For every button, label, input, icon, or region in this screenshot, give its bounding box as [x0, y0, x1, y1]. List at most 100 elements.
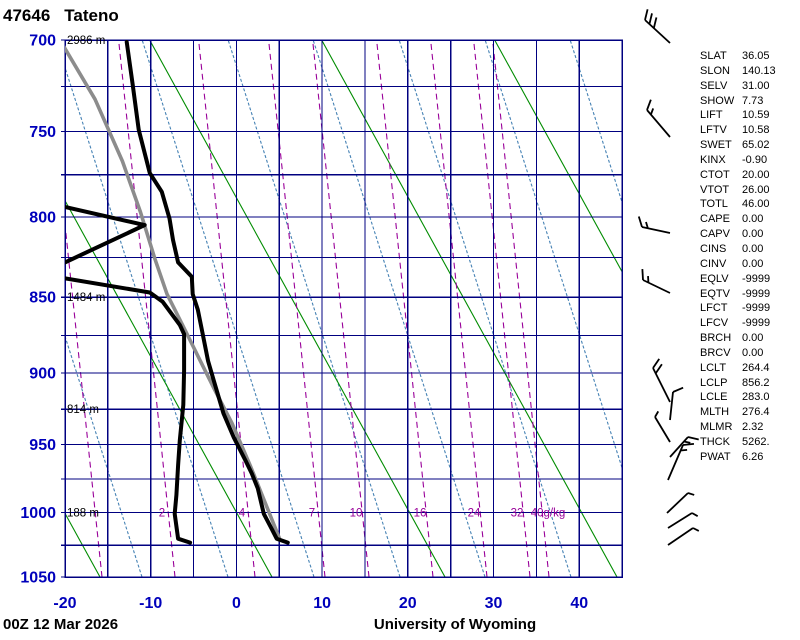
stat-row: SHOW 7.73 — [700, 94, 776, 109]
temperature-axis-label: 40 — [570, 595, 588, 612]
stat-label: CAPV — [700, 228, 730, 241]
stat-row: BRCH 0.00 — [700, 331, 776, 346]
stat-label: MLMR — [700, 421, 733, 434]
wind-barb-feather — [644, 9, 649, 21]
moist-adiabat-line — [65, 334, 143, 577]
stat-label: BRCH — [700, 332, 732, 345]
wind-barb-staff — [667, 512, 693, 529]
stat-row: LCLE 283.0 — [700, 390, 776, 405]
dry-adiabat-line — [494, 40, 623, 274]
stat-row: THCK 5262. — [700, 435, 776, 450]
wind-barb-feather — [645, 221, 649, 229]
stat-value: 10.58 — [742, 124, 770, 137]
dry-adiabat-lines — [65, 40, 623, 577]
stat-value: 0.00 — [742, 228, 764, 241]
mixing-ratio-label: 4 — [239, 507, 246, 519]
stat-row: SLAT 36.05 — [700, 49, 776, 64]
stat-row: LCLT 264.4 — [700, 361, 776, 376]
mixing-ratio-line — [376, 40, 434, 577]
stat-value: 36.05 — [742, 50, 770, 62]
stat-row: LIFT 10.59 — [700, 108, 776, 123]
wind-barb-feather — [652, 17, 658, 29]
mixing-ratio-line — [473, 40, 531, 577]
stat-row: BRCV 0.00 — [700, 346, 776, 361]
wind-barb-feather — [646, 99, 652, 111]
stat-row: MLTH 276.4 — [700, 405, 776, 420]
mixing-ratio-label: 10 — [350, 507, 363, 519]
moist-adiabat-line — [65, 65, 229, 577]
moist-adiabat-line — [227, 40, 401, 577]
stat-value: 65.02 — [742, 139, 770, 152]
wind-barb-feather — [687, 436, 699, 441]
pressure-axis-label: 800 — [29, 209, 56, 226]
wind-barb-staff — [667, 527, 694, 546]
wind-barb-staff — [667, 444, 684, 481]
temperature-trace — [124, 40, 290, 545]
stat-value: -9999 — [742, 272, 771, 285]
stat-value: 0.00 — [742, 257, 764, 270]
stat-label: SHOW — [700, 94, 735, 107]
temperature-axis-label: 30 — [485, 595, 503, 612]
pressure-axis-label: 850 — [29, 290, 56, 307]
stat-label: CINV — [700, 257, 727, 270]
moist-adiabat-line — [312, 40, 486, 577]
station-id: 47646 — [3, 6, 51, 25]
pressure-axis-label: 750 — [29, 124, 56, 141]
station-name: Tateno — [64, 6, 119, 25]
page-title: 47646 Tateno — [3, 6, 119, 26]
stat-row: CINS 0.00 — [700, 242, 776, 257]
stat-value: 276.4 — [742, 406, 770, 419]
temperature-axis-label: 0 — [232, 595, 241, 612]
moist-adiabat-lines — [65, 40, 623, 577]
stat-row: TOTL 46.00 — [700, 197, 776, 212]
wind-barb-feather — [692, 527, 700, 532]
stat-value: -0.90 — [742, 153, 768, 166]
stat-label: LCLT — [700, 361, 727, 374]
wind-barb-feather — [648, 13, 653, 25]
mixing-ratio-line — [65, 219, 103, 577]
stat-row: CAPE 0.00 — [700, 212, 776, 227]
stat-value: 10.59 — [742, 109, 770, 122]
stat-label: CINS — [700, 242, 727, 255]
mixing-ratio-line — [198, 40, 256, 577]
stat-row: CAPV 0.00 — [700, 227, 776, 242]
temperature-axis-label: -20 — [53, 595, 76, 612]
stat-label: LCLE — [700, 391, 728, 404]
stat-label: MLTH — [700, 406, 730, 419]
stat-value: -9999 — [742, 317, 771, 330]
mixing-ratio-label: 40g/kg — [531, 507, 566, 519]
height-label: 188 m — [67, 507, 99, 519]
dry-adiabat-line — [149, 40, 446, 577]
stat-label: THCK — [700, 435, 730, 448]
dewpoint-line — [65, 204, 147, 265]
moist-adiabat-line — [141, 40, 315, 577]
sounding-indices-panel: SLAT 36.05 SLON 140.13 SELV 31.00 SHOW 7.73 LIFT… — [700, 49, 776, 465]
stat-row: LCLP 856.2 — [700, 376, 776, 391]
stat-label: SLAT — [700, 50, 727, 62]
wind-barb-feather — [637, 216, 643, 228]
stat-row: CTOT 20.00 — [700, 168, 776, 183]
stat-value: 6.26 — [742, 450, 764, 463]
wind-barb-staff — [669, 391, 674, 421]
stat-value: 0.00 — [742, 213, 764, 226]
stat-row: KINX -0.90 — [700, 153, 776, 168]
stat-row: MLMR 2.32 — [700, 420, 776, 435]
stat-row: LFTV 10.58 — [700, 123, 776, 138]
stat-value: 2.32 — [742, 421, 764, 434]
temperature-line — [124, 40, 290, 545]
pressure-axis-label: 950 — [29, 437, 56, 454]
stat-value: 0.00 — [742, 242, 764, 255]
stat-row: CINV 0.00 — [700, 257, 776, 272]
stat-value: 20.00 — [742, 168, 770, 181]
mixing-ratio-line — [312, 40, 370, 577]
stat-row: EQTV -9999 — [700, 287, 776, 302]
stat-row: LFCT -9999 — [700, 301, 776, 316]
mixing-ratio-label: 2 — [159, 507, 165, 519]
stat-value: 7.73 — [742, 94, 764, 107]
stat-label: SLON — [700, 64, 730, 77]
sounding-datetime: 00Z 12 Mar 2026 — [3, 616, 119, 633]
stat-label: TOTL — [700, 198, 728, 211]
stat-label: LFCV — [700, 317, 729, 330]
stat-label: LFCT — [700, 302, 728, 315]
